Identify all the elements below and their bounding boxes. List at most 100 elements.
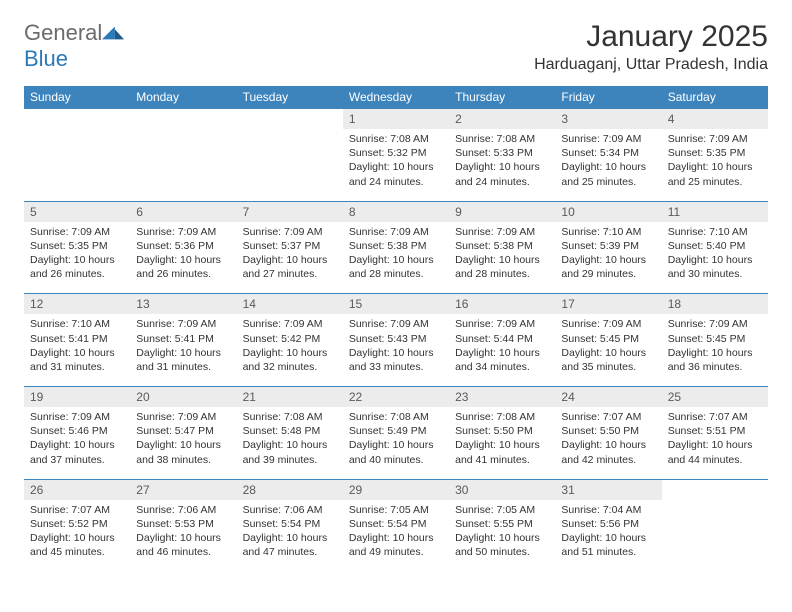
daylight-text-1: Daylight: 10 hours <box>668 253 762 267</box>
day-body: Sunrise: 7:09 AMSunset: 5:35 PMDaylight:… <box>24 222 130 294</box>
day-cell <box>130 109 236 202</box>
daylight-text-2: and 47 minutes. <box>243 545 337 559</box>
day-body: Sunrise: 7:09 AMSunset: 5:42 PMDaylight:… <box>237 314 343 386</box>
day-cell: 19Sunrise: 7:09 AMSunset: 5:46 PMDayligh… <box>24 387 130 480</box>
day-cell: 10Sunrise: 7:10 AMSunset: 5:39 PMDayligh… <box>555 201 661 294</box>
day-number: 31 <box>555 480 661 500</box>
sunrise-text: Sunrise: 7:09 AM <box>668 132 762 146</box>
day-number: 5 <box>24 202 130 222</box>
sunrise-text: Sunrise: 7:05 AM <box>349 503 443 517</box>
daylight-text-1: Daylight: 10 hours <box>561 160 655 174</box>
day-cell: 2Sunrise: 7:08 AMSunset: 5:33 PMDaylight… <box>449 109 555 202</box>
daylight-text-1: Daylight: 10 hours <box>455 253 549 267</box>
sunrise-text: Sunrise: 7:09 AM <box>561 317 655 331</box>
day-number: 9 <box>449 202 555 222</box>
daylight-text-1: Daylight: 10 hours <box>349 346 443 360</box>
triangle-icon <box>102 24 124 40</box>
sunset-text: Sunset: 5:38 PM <box>455 239 549 253</box>
day-number: 17 <box>555 294 661 314</box>
day-number: 18 <box>662 294 768 314</box>
day-cell: 13Sunrise: 7:09 AMSunset: 5:41 PMDayligh… <box>130 294 236 387</box>
day-body: Sunrise: 7:09 AMSunset: 5:41 PMDaylight:… <box>130 314 236 386</box>
header: General Blue January 2025 Harduaganj, Ut… <box>24 20 768 74</box>
sunset-text: Sunset: 5:49 PM <box>349 424 443 438</box>
day-number: 3 <box>555 109 661 129</box>
day-number: 4 <box>662 109 768 129</box>
daylight-text-2: and 45 minutes. <box>30 545 124 559</box>
daylight-text-1: Daylight: 10 hours <box>136 438 230 452</box>
day-cell: 28Sunrise: 7:06 AMSunset: 5:54 PMDayligh… <box>237 479 343 571</box>
sunset-text: Sunset: 5:50 PM <box>561 424 655 438</box>
day-cell: 3Sunrise: 7:09 AMSunset: 5:34 PMDaylight… <box>555 109 661 202</box>
sunrise-text: Sunrise: 7:08 AM <box>455 132 549 146</box>
day-body: Sunrise: 7:09 AMSunset: 5:43 PMDaylight:… <box>343 314 449 386</box>
day-number: 11 <box>662 202 768 222</box>
daylight-text-1: Daylight: 10 hours <box>243 531 337 545</box>
day-number: 19 <box>24 387 130 407</box>
daylight-text-2: and 39 minutes. <box>243 453 337 467</box>
day-body: Sunrise: 7:07 AMSunset: 5:50 PMDaylight:… <box>555 407 661 479</box>
day-number: 14 <box>237 294 343 314</box>
sunset-text: Sunset: 5:45 PM <box>668 332 762 346</box>
daylight-text-1: Daylight: 10 hours <box>561 253 655 267</box>
day-cell: 16Sunrise: 7:09 AMSunset: 5:44 PMDayligh… <box>449 294 555 387</box>
sunrise-text: Sunrise: 7:09 AM <box>30 225 124 239</box>
daylight-text-2: and 29 minutes. <box>561 267 655 281</box>
day-number: 28 <box>237 480 343 500</box>
day-number: 22 <box>343 387 449 407</box>
daylight-text-2: and 24 minutes. <box>455 175 549 189</box>
day-number: 26 <box>24 480 130 500</box>
daylight-text-2: and 33 minutes. <box>349 360 443 374</box>
daylight-text-2: and 24 minutes. <box>349 175 443 189</box>
day-body: Sunrise: 7:09 AMSunset: 5:45 PMDaylight:… <box>555 314 661 386</box>
day-number: 2 <box>449 109 555 129</box>
daylight-text-1: Daylight: 10 hours <box>349 253 443 267</box>
day-cell: 15Sunrise: 7:09 AMSunset: 5:43 PMDayligh… <box>343 294 449 387</box>
day-body: Sunrise: 7:09 AMSunset: 5:35 PMDaylight:… <box>662 129 768 201</box>
daylight-text-1: Daylight: 10 hours <box>30 531 124 545</box>
daylight-text-2: and 42 minutes. <box>561 453 655 467</box>
sunset-text: Sunset: 5:44 PM <box>455 332 549 346</box>
daylight-text-1: Daylight: 10 hours <box>349 531 443 545</box>
calendar-table: SundayMondayTuesdayWednesdayThursdayFrid… <box>24 86 768 571</box>
daylight-text-1: Daylight: 10 hours <box>668 438 762 452</box>
day-cell: 20Sunrise: 7:09 AMSunset: 5:47 PMDayligh… <box>130 387 236 480</box>
daylight-text-2: and 34 minutes. <box>455 360 549 374</box>
day-cell: 17Sunrise: 7:09 AMSunset: 5:45 PMDayligh… <box>555 294 661 387</box>
sunset-text: Sunset: 5:46 PM <box>30 424 124 438</box>
daylight-text-2: and 40 minutes. <box>349 453 443 467</box>
day-body: Sunrise: 7:08 AMSunset: 5:48 PMDaylight:… <box>237 407 343 479</box>
day-cell: 26Sunrise: 7:07 AMSunset: 5:52 PMDayligh… <box>24 479 130 571</box>
day-cell <box>24 109 130 202</box>
daylight-text-2: and 31 minutes. <box>30 360 124 374</box>
day-header-row: SundayMondayTuesdayWednesdayThursdayFrid… <box>24 86 768 109</box>
day-body <box>662 486 768 544</box>
daylight-text-1: Daylight: 10 hours <box>349 160 443 174</box>
day-number: 1 <box>343 109 449 129</box>
day-cell: 21Sunrise: 7:08 AMSunset: 5:48 PMDayligh… <box>237 387 343 480</box>
day-cell: 9Sunrise: 7:09 AMSunset: 5:38 PMDaylight… <box>449 201 555 294</box>
day-header-saturday: Saturday <box>662 86 768 109</box>
day-cell: 23Sunrise: 7:08 AMSunset: 5:50 PMDayligh… <box>449 387 555 480</box>
day-number: 29 <box>343 480 449 500</box>
day-body: Sunrise: 7:09 AMSunset: 5:47 PMDaylight:… <box>130 407 236 479</box>
sunrise-text: Sunrise: 7:10 AM <box>30 317 124 331</box>
daylight-text-2: and 28 minutes. <box>455 267 549 281</box>
day-body: Sunrise: 7:08 AMSunset: 5:49 PMDaylight:… <box>343 407 449 479</box>
daylight-text-1: Daylight: 10 hours <box>243 253 337 267</box>
day-number: 15 <box>343 294 449 314</box>
week-row: 1Sunrise: 7:08 AMSunset: 5:32 PMDaylight… <box>24 109 768 202</box>
daylight-text-1: Daylight: 10 hours <box>30 438 124 452</box>
day-header-monday: Monday <box>130 86 236 109</box>
day-body: Sunrise: 7:09 AMSunset: 5:44 PMDaylight:… <box>449 314 555 386</box>
sunrise-text: Sunrise: 7:09 AM <box>136 225 230 239</box>
logo-word-1: General <box>24 20 102 45</box>
sunset-text: Sunset: 5:50 PM <box>455 424 549 438</box>
daylight-text-2: and 32 minutes. <box>243 360 337 374</box>
daylight-text-2: and 27 minutes. <box>243 267 337 281</box>
day-cell: 11Sunrise: 7:10 AMSunset: 5:40 PMDayligh… <box>662 201 768 294</box>
sunrise-text: Sunrise: 7:08 AM <box>455 410 549 424</box>
day-number: 23 <box>449 387 555 407</box>
sunrise-text: Sunrise: 7:10 AM <box>561 225 655 239</box>
sunrise-text: Sunrise: 7:09 AM <box>136 317 230 331</box>
